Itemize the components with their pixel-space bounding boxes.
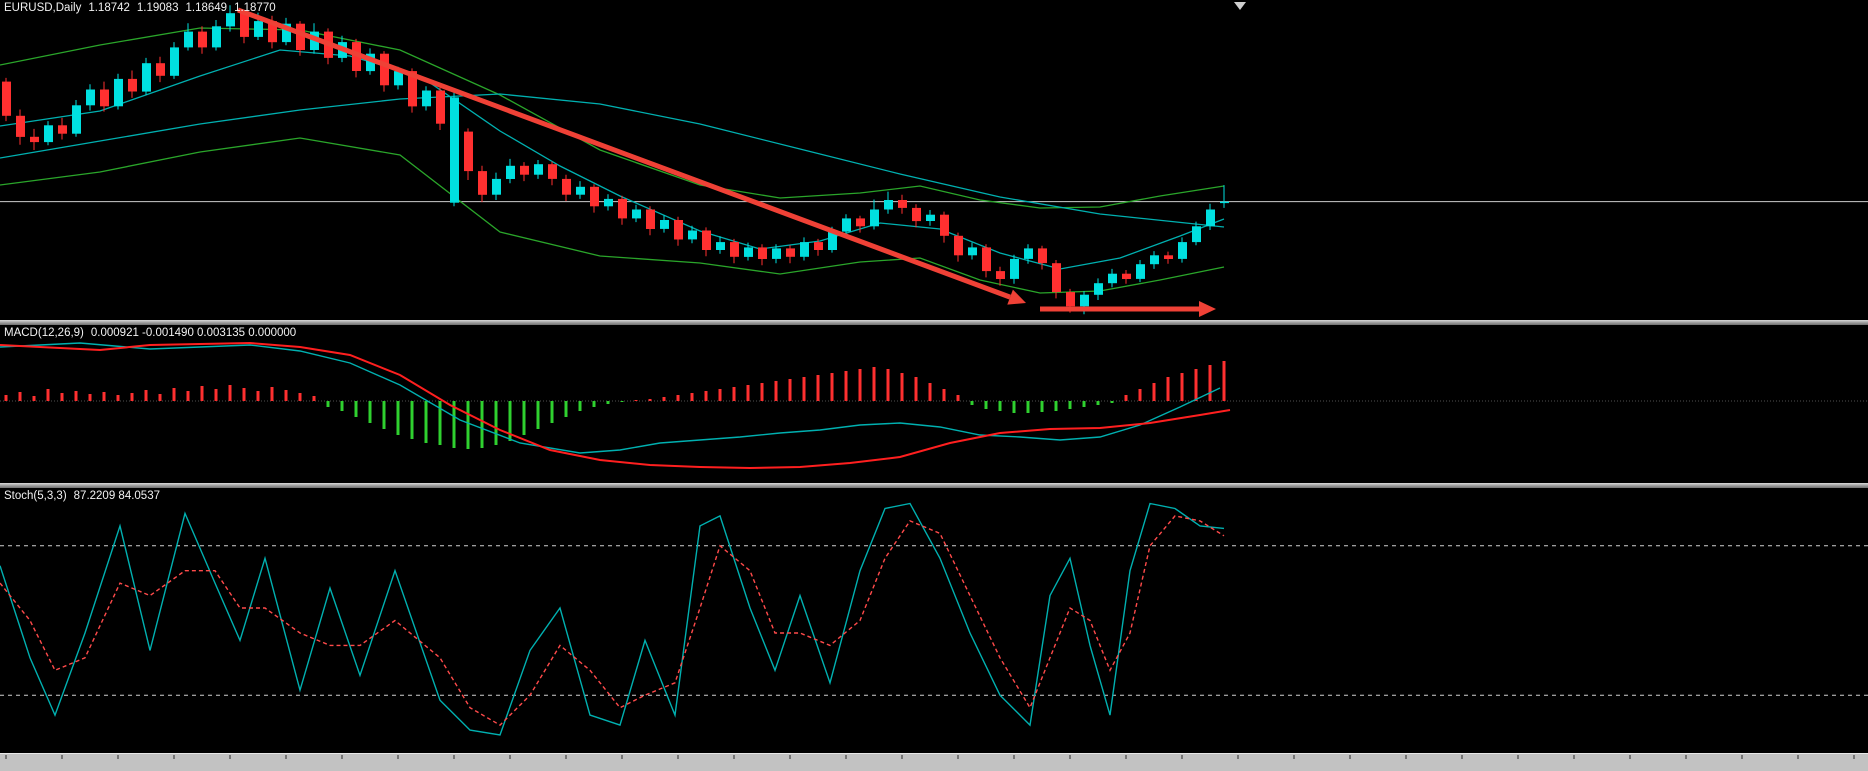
low-value: 1.18649 xyxy=(185,2,228,14)
candlestick-series xyxy=(2,5,1229,315)
downtrend-arrow[interactable] xyxy=(237,7,1026,305)
symbol-ohlc-label: EURUSD,Daily 1.18742 1.19083 1.18649 1.18770 xyxy=(4,2,283,14)
price-chart-canvas[interactable] xyxy=(0,0,1868,320)
slow-ma-line xyxy=(0,93,1225,228)
stochastic-canvas[interactable] xyxy=(0,488,1868,753)
bollinger-lower-band xyxy=(0,137,1225,294)
time-axis-scrollbar[interactable] xyxy=(0,753,1868,771)
stochastic-indicator-panel[interactable]: Stoch(5,3,3) 87.2209 84.0537 xyxy=(0,488,1868,753)
macd-histogram xyxy=(4,361,1226,449)
macd-signal-line xyxy=(0,341,1231,470)
panel-separator-macd[interactable] xyxy=(0,320,1868,325)
stoch-values: 87.2209 84.0537 xyxy=(73,490,160,502)
macd-indicator-panel[interactable]: MACD(12,26,9) 0.000921 -0.001490 0.003135… xyxy=(0,325,1868,483)
macd-canvas[interactable] xyxy=(0,325,1868,483)
price-chart-panel[interactable]: EURUSD,Daily 1.18742 1.19083 1.18649 1.18770 xyxy=(0,0,1868,320)
panel-separator-stoch[interactable] xyxy=(0,483,1868,488)
open-value: 1.18742 xyxy=(88,2,130,14)
stochastic-indicator-label: Stoch(5,3,3) 87.2209 84.0537 xyxy=(4,490,167,502)
symbol-timeframe-label: EURUSD,Daily xyxy=(4,2,82,14)
macd-values: 0.000921 -0.001490 0.003135 0.000000 xyxy=(90,327,297,339)
stoch-k-line xyxy=(0,502,1225,736)
fast-ma-line xyxy=(0,49,1225,270)
macd-indicator-label: MACD(12,26,9) 0.000921 -0.001490 0.003135… xyxy=(4,327,303,339)
consolidation-arrow[interactable] xyxy=(1040,301,1216,317)
macd-name: MACD(12,26,9) xyxy=(4,327,84,339)
bollinger-upper-band xyxy=(0,27,1225,209)
stoch-d-line xyxy=(0,515,1225,726)
stoch-name: Stoch(5,3,3) xyxy=(4,490,67,502)
chart-shift-marker xyxy=(1234,2,1246,10)
time-axis-ticks xyxy=(5,755,1855,759)
macd-main-line xyxy=(0,342,1221,454)
high-value: 1.19083 xyxy=(136,2,179,14)
close-value: 1.18770 xyxy=(234,2,276,14)
